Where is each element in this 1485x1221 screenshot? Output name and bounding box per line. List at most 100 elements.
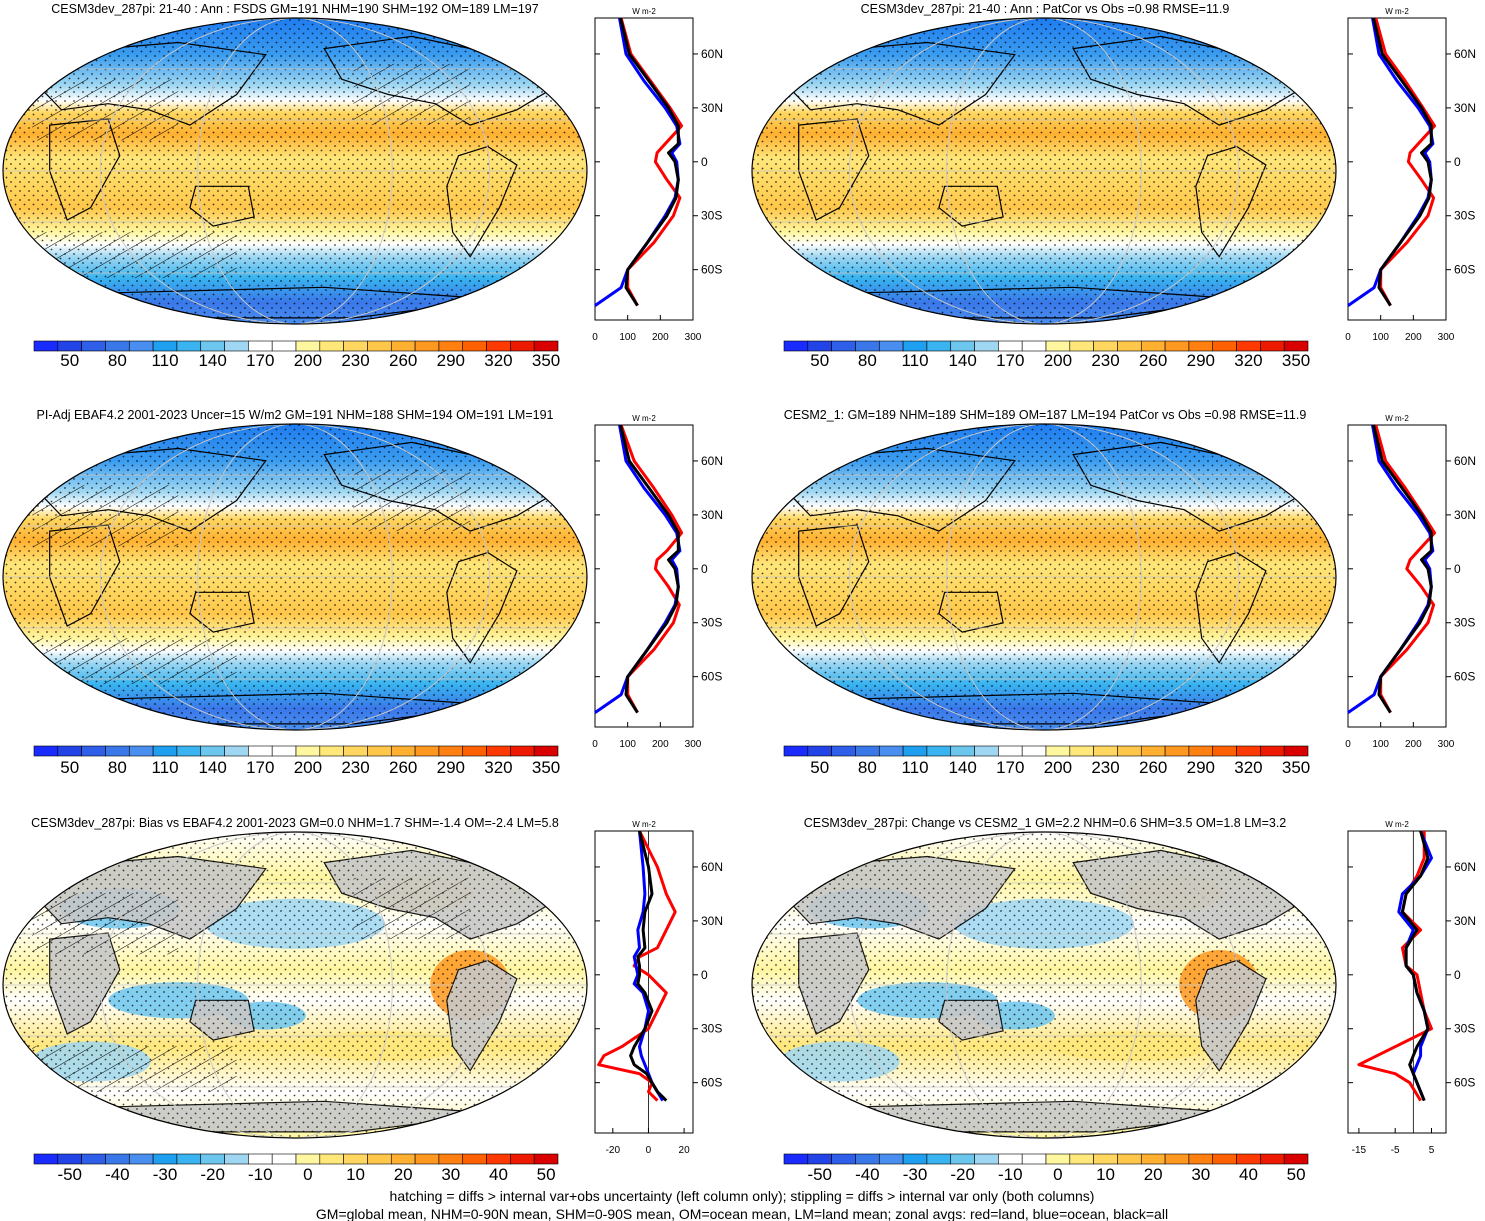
- colorbar-swatch: [128, 745, 154, 757]
- colorbar-swatch: [367, 1153, 392, 1165]
- colorbar-label: 200: [1044, 758, 1072, 777]
- zonal-lat-label: 0: [1454, 562, 1461, 576]
- colorbar-label: 10: [1096, 1165, 1115, 1184]
- zonal-unit-label: W m-2: [1385, 7, 1409, 16]
- zonal-series-all: [1372, 17, 1433, 307]
- zonal-lat-label: 30N: [701, 508, 723, 522]
- colorbar-swatch: [319, 1153, 344, 1165]
- colorbar-swatch: [533, 1153, 559, 1165]
- zonal-x-label: 300: [685, 332, 702, 343]
- zonal-x-label: 5: [1429, 1145, 1435, 1156]
- colorbar-swatch: [200, 745, 225, 757]
- colorbar-label: 170: [996, 758, 1024, 777]
- zonal-lat-label: 60S: [701, 670, 722, 684]
- colorbar-label: 110: [901, 758, 928, 777]
- colorbar-swatch: [438, 745, 464, 757]
- colorbar-swatch: [224, 745, 249, 757]
- colorbar-swatch: [81, 1153, 106, 1165]
- colorbar-label: 260: [389, 758, 417, 777]
- zonal-lat-label: 30S: [701, 1022, 722, 1036]
- zonal-series-land: [1374, 17, 1437, 307]
- graticule-lon: [197, 832, 393, 1138]
- colorbar-swatch: [248, 1153, 273, 1165]
- zonal-lat-label: 0: [701, 968, 708, 982]
- colorbar-swatch: [1140, 340, 1166, 352]
- map-border: [751, 423, 1337, 731]
- colorbar-swatch: [176, 340, 202, 352]
- colorbar-swatch: [200, 1153, 225, 1165]
- colorbar-swatch: [1021, 745, 1047, 757]
- colorbar-swatch: [33, 340, 59, 352]
- colorbar-swatch: [367, 745, 392, 757]
- colorbar-label: 40: [489, 1165, 508, 1184]
- colorbar-label: 30: [1191, 1165, 1210, 1184]
- zonal-lat-label: 60N: [1454, 47, 1476, 61]
- colorbar-label: -20: [200, 1165, 225, 1184]
- colorbar-swatch: [1283, 745, 1309, 757]
- colorbar-swatch: [1069, 340, 1094, 352]
- zonal-x-label: 300: [1438, 739, 1455, 750]
- colorbar-label: 290: [437, 758, 465, 777]
- graticule-lon: [99, 18, 491, 324]
- colorbar-swatch: [390, 1153, 416, 1165]
- panel-title: CESM3dev_287pi: 21-40 : Ann : FSDS GM=19…: [51, 2, 538, 16]
- colorbar-swatch: [1188, 340, 1214, 352]
- colorbar-swatch: [486, 745, 511, 757]
- zonal-unit-label: W m-2: [632, 7, 656, 16]
- hatching: [353, 63, 471, 126]
- zonal-plot-frame: [1347, 830, 1447, 1134]
- map-border: [751, 17, 1337, 325]
- colorbar-swatch: [878, 340, 904, 352]
- colorbar-swatch: [1260, 745, 1285, 757]
- colorbar-label: -50: [807, 1165, 832, 1184]
- graticule-lon: [99, 424, 491, 730]
- panel-5: CESM3dev_287pi: Bias vs EBAF4.2 2001-202…: [2, 816, 723, 1184]
- colorbar-swatch: [510, 745, 535, 757]
- colorbar-label: 80: [108, 351, 127, 370]
- colorbar-swatch: [1069, 745, 1094, 757]
- colorbar-label: 80: [858, 758, 877, 777]
- colorbar-swatch: [1021, 340, 1047, 352]
- colorbar-label: 110: [151, 758, 178, 777]
- colorbar-swatch: [807, 1153, 832, 1165]
- colorbar-label: -20: [950, 1165, 975, 1184]
- zonal-unit-label: W m-2: [1385, 414, 1409, 423]
- zonal-lat-label: 30N: [1454, 914, 1476, 928]
- colorbar-label: -30: [153, 1165, 178, 1184]
- colorbar-swatch: [319, 340, 344, 352]
- colorbar-swatch: [343, 340, 368, 352]
- colorbar-label: -50: [57, 1165, 82, 1184]
- hatching: [32, 79, 179, 141]
- colorbar-swatch: [462, 1153, 487, 1165]
- zonal-lat-label: 60S: [1454, 1076, 1475, 1090]
- colorbar-label: 110: [901, 351, 928, 370]
- colorbar-swatch: [224, 1153, 249, 1165]
- colorbar-swatch: [200, 340, 225, 352]
- zonal-x-label: 200: [652, 332, 669, 343]
- zonal-x-label: 300: [1438, 332, 1455, 343]
- map-field: [3, 424, 587, 730]
- hatching: [32, 485, 179, 547]
- zonal-series-all: [619, 17, 680, 307]
- colorbar-swatch: [902, 745, 928, 757]
- panel-2: CESM3dev_287pi: 21-40 : Ann : PatCor vs …: [751, 2, 1476, 370]
- colorbar-label: 200: [1044, 351, 1072, 370]
- colorbar-swatch: [33, 1153, 59, 1165]
- map-field: [752, 832, 1336, 1138]
- colorbar-swatch: [998, 745, 1023, 757]
- colorbar-swatch: [81, 340, 106, 352]
- zonal-x-label: 100: [619, 332, 636, 343]
- colorbar-swatch: [248, 340, 273, 352]
- colorbar-swatch: [295, 745, 321, 757]
- colorbar-swatch: [998, 1153, 1023, 1165]
- colorbar-swatch: [81, 745, 106, 757]
- colorbar-swatch: [1236, 745, 1261, 757]
- zonal-x-label: 0: [1345, 332, 1351, 343]
- map-field: [752, 424, 1336, 730]
- colorbar-label: 170: [996, 351, 1024, 370]
- colorbar-swatch: [950, 1153, 975, 1165]
- zonal-x-label: 100: [1372, 332, 1389, 343]
- colorbar-swatch: [855, 340, 880, 352]
- colorbar-label: 230: [341, 351, 369, 370]
- zonal-series-ocean: [1397, 830, 1433, 1102]
